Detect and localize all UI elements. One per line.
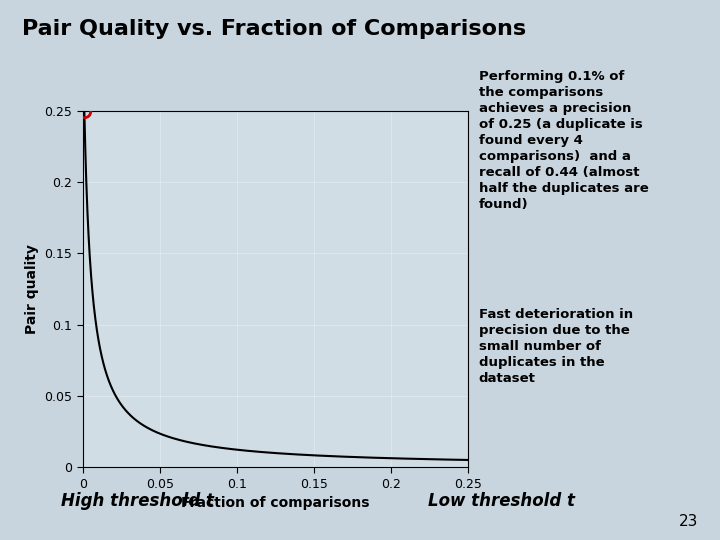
- Text: Low threshold t: Low threshold t: [428, 492, 575, 510]
- X-axis label: Fraction of comparisons: Fraction of comparisons: [181, 496, 369, 510]
- Text: Performing 0.1% of
the comparisons
achieves a precision
of 0.25 (a duplicate is
: Performing 0.1% of the comparisons achie…: [479, 70, 649, 211]
- Text: Pair Quality vs. Fraction of Comparisons: Pair Quality vs. Fraction of Comparisons: [22, 19, 526, 39]
- Text: 23: 23: [679, 514, 698, 529]
- Y-axis label: Pair quality: Pair quality: [24, 244, 39, 334]
- Text: High threshold t: High threshold t: [61, 492, 215, 510]
- Text: Fast deterioration in
precision due to the
small number of
duplicates in the
dat: Fast deterioration in precision due to t…: [479, 308, 633, 385]
